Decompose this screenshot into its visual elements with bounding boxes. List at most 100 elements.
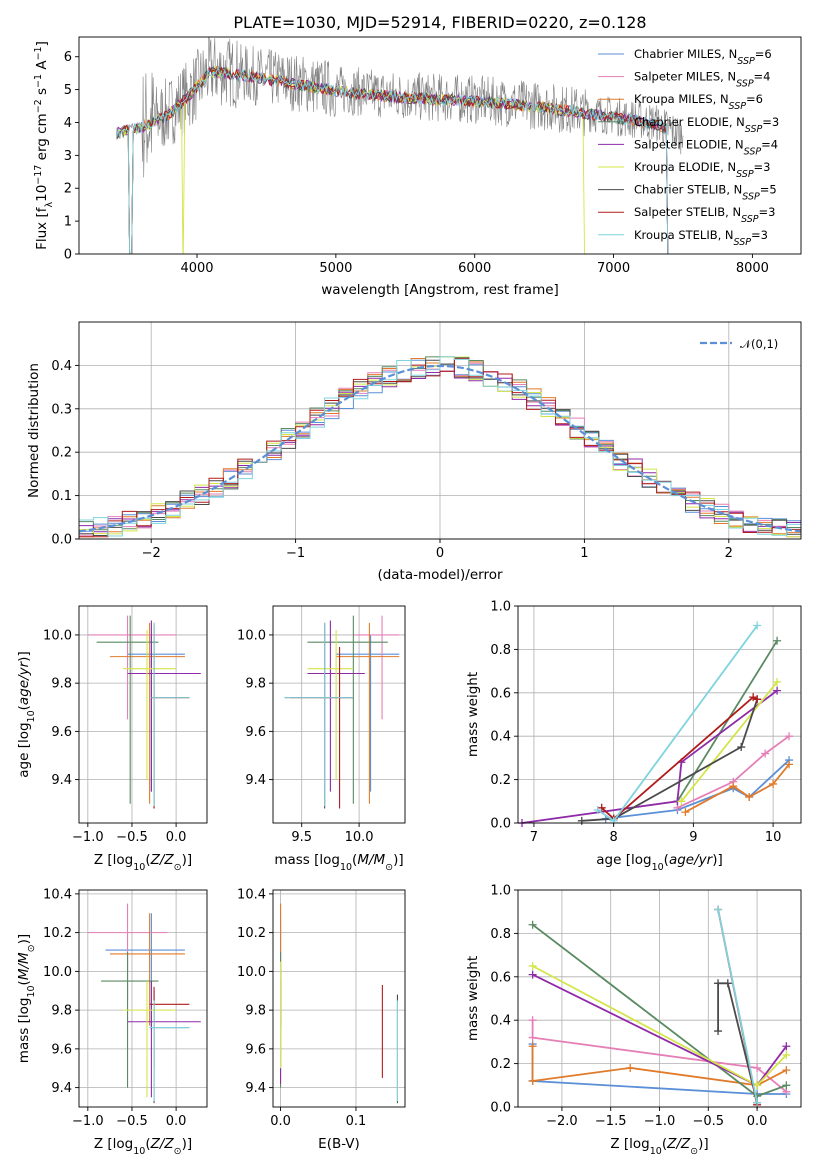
x-tick-label: 8000	[736, 261, 769, 276]
series-line	[717, 909, 758, 1103]
data-point	[785, 760, 794, 769]
x-tick-label: 10	[765, 830, 782, 845]
x-tick-label: 0.1	[346, 1114, 367, 1129]
data-point	[593, 805, 602, 814]
x-tick-label: 9.5	[291, 830, 312, 845]
x-tick-label: −0.5	[116, 1114, 148, 1129]
data-point	[528, 1033, 537, 1042]
x-axis-label: Z [log10(Z/Z⊙)]	[94, 1136, 192, 1157]
plot-area	[79, 890, 207, 1107]
x-tick-label: −1	[286, 546, 305, 561]
data-point	[714, 1027, 723, 1036]
x-tick-label: −0.5	[693, 1114, 725, 1129]
x-tick-label: 0.0	[747, 1114, 768, 1129]
histogram-lines	[79, 356, 801, 538]
data-point	[782, 1050, 791, 1059]
x-axis-label: mass [log10(M/M⊙)]	[274, 852, 403, 873]
y-tick-label: 0.4	[490, 1014, 511, 1029]
legend-entry: Kroupa STELIB, NSSP=3	[634, 228, 768, 248]
y-axis-label: mass weight	[465, 672, 481, 757]
data-point	[528, 1076, 537, 1085]
normal-curve	[79, 364, 801, 533]
y-tick-label: 9.4	[51, 773, 72, 788]
age-vs-metallicity-panel: −1.0 −0.5 0.0 9.4 9.6 9.8 10.0 Z [log10(Z/Z⊙)] a…	[16, 605, 208, 873]
axes-frame	[272, 889, 406, 1108]
histogram-kroupa-stelib	[79, 356, 801, 538]
y-tick-label: 9.8	[245, 677, 266, 692]
y-tick-label: 10.0	[43, 965, 72, 980]
data-point	[773, 686, 782, 695]
data-point	[714, 979, 723, 988]
legend-entry: Chabrier ELODIE, NSSP=3	[634, 115, 779, 135]
data-point	[745, 792, 754, 801]
y-axis-label: mass [log10(M/M⊙)]	[16, 934, 37, 1063]
data-point	[528, 1016, 537, 1025]
x-tick-label: 10.0	[345, 830, 374, 845]
x-tick-label: −1.5	[595, 1114, 627, 1129]
x-axis-label: Z [log10(Z/Z⊙)]	[610, 1136, 708, 1157]
x-tick-label: 6000	[458, 261, 491, 276]
x-tick-label: 5000	[319, 261, 352, 276]
x-tick-label: −0.5	[116, 830, 148, 845]
data-point	[782, 1081, 791, 1090]
y-tick-label: 6	[64, 50, 72, 65]
x-tick-label: 0.0	[166, 830, 187, 845]
y-tick-label: 0.8	[490, 643, 511, 658]
legend-entry: Kroupa ELODIE, NSSP=3	[634, 160, 771, 180]
x-axis-label: wavelength [Angstrom, rest frame]	[321, 282, 559, 298]
y-tick-label: 1	[64, 215, 72, 230]
massweight-vs-age-panel: 7 8 9 10 0.0 0.2 0.4 0.6 0.8 1.0 age [log10(age/yr…	[465, 600, 802, 873]
y-tick-label: 5	[64, 83, 72, 98]
series-line	[717, 982, 758, 1103]
y-tick-label: 10.4	[237, 887, 266, 902]
y-tick-label: 9.6	[245, 1042, 266, 1057]
y-tick-label: 9.4	[245, 1081, 266, 1096]
y-tick-label: 0.1	[51, 489, 72, 504]
spectrum-panel: 4000 5000 6000 7000 8000 0 1 2 3 4 5 6 wavelength [A…	[33, 36, 802, 298]
data-point	[773, 677, 782, 686]
series-line	[531, 1020, 787, 1093]
x-tick-label: 2	[725, 546, 733, 561]
y-tick-label: 2	[64, 182, 72, 197]
axes-frame	[78, 36, 802, 255]
y-tick-label: 10.0	[43, 628, 72, 643]
y-tick-label: 0.3	[51, 402, 72, 417]
figure-title: PLATE=1030, MJD=52914, FIBERID=0220, z=0…	[233, 13, 646, 32]
y-tick-label: 9.4	[51, 1081, 72, 1096]
y-tick-label: 0.6	[490, 686, 511, 701]
data-point	[753, 695, 762, 704]
data-point	[577, 816, 586, 825]
x-tick-label: −2.0	[546, 1114, 578, 1129]
data-point	[681, 808, 690, 817]
axes-frame	[517, 889, 802, 1108]
y-tick-label: 0.2	[490, 773, 511, 788]
y-tick-label: 9.6	[51, 725, 72, 740]
y-tick-label: 9.6	[245, 725, 266, 740]
axes-frame	[78, 605, 208, 824]
x-tick-label: 7	[530, 830, 538, 845]
series-line	[680, 681, 778, 802]
legend-entry: Salpeter ELODIE, NSSP=4	[634, 137, 778, 157]
y-tick-label: 9.6	[51, 1042, 72, 1057]
data-point	[528, 1042, 537, 1051]
y-tick-label: 3	[64, 149, 72, 164]
y-tick-label: 0.0	[490, 817, 511, 832]
histogram-panel: −2 −1 0 1 2 0.0 0.1 0.2 0.3 0.4 (data-model)/error…	[26, 321, 802, 583]
series-line	[581, 699, 759, 822]
data-point	[729, 782, 738, 791]
series-line	[677, 735, 790, 809]
y-tick-label: 0.2	[490, 1057, 511, 1072]
data-point	[782, 1066, 791, 1075]
x-tick-label: 4000	[180, 261, 213, 276]
x-tick-label: −1.0	[644, 1114, 676, 1129]
x-tick-label: 1	[580, 546, 588, 561]
histogram-salpeter-miles	[79, 362, 801, 538]
data-point	[528, 920, 537, 929]
data-point	[761, 749, 770, 758]
x-axis-label: E(B-V)	[318, 1136, 360, 1152]
x-tick-label: 0.0	[270, 1114, 291, 1129]
x-tick-label: 0.0	[166, 1114, 187, 1129]
axes-frame	[517, 605, 802, 824]
y-tick-label: 9.8	[51, 677, 72, 692]
